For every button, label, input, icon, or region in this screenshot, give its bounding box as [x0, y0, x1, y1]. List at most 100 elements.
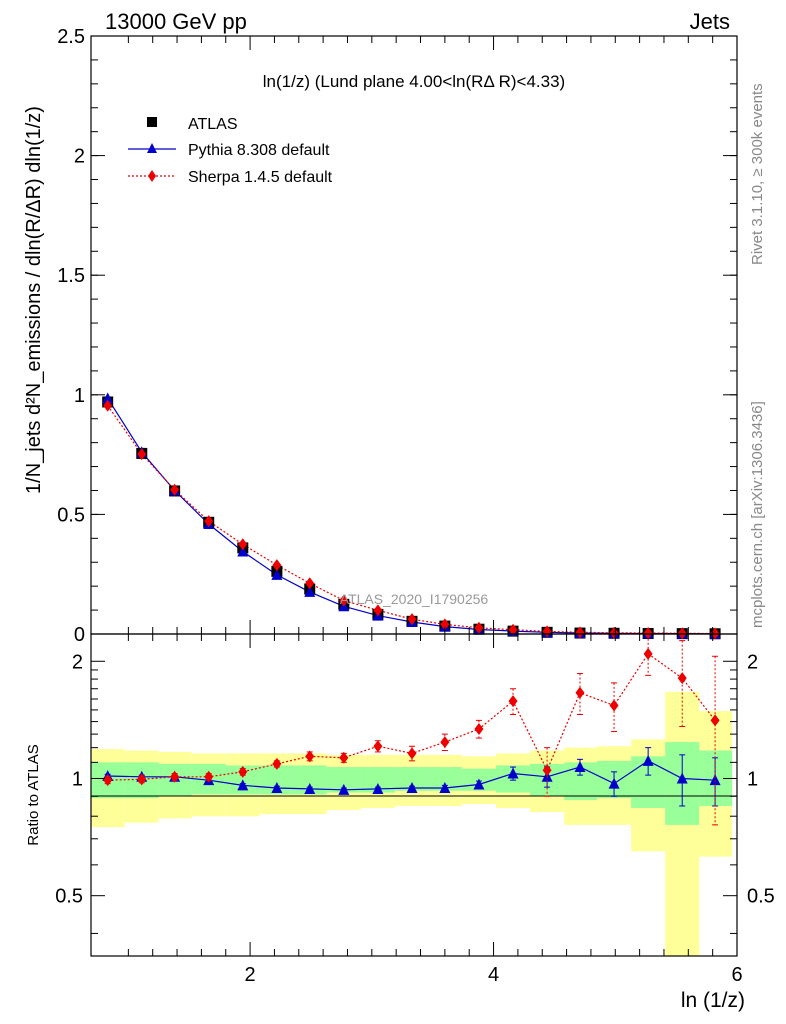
ratio-x-tick-label: 4 [488, 964, 499, 986]
legend-item-sherpa: Sherpa 1.4.5 default [128, 169, 333, 186]
main-point-sherpa [677, 627, 687, 640]
main-point-sherpa [137, 448, 147, 461]
main-point-sherpa [339, 594, 349, 607]
main-panel: 0 0.5 1 1.5 2 2.5 ln(1/z) (Lund plane 4.00<ln… [23, 26, 738, 646]
header-right: Jets [690, 9, 730, 34]
main-y-tick-label: 2 [74, 146, 85, 168]
ratio-point-pythia [304, 782, 316, 794]
ratio-point-pythia [574, 761, 586, 773]
ratio-point-sherpa [339, 751, 349, 764]
ratio-point-pythia [406, 782, 418, 794]
ratio-point-pythia [439, 782, 451, 794]
ratio-point-pythia [237, 779, 249, 791]
ratio-x-tick-label: 2 [245, 964, 256, 986]
ratio-y-tick-label-right: 1 [747, 768, 758, 790]
main-y-tick-label: 0 [74, 624, 85, 646]
legend-atlas-marker [147, 117, 157, 127]
ratio-point-sherpa [643, 647, 653, 660]
legend: ATLAS Pythia 8.308 default Sherpa 1.4.5 … [128, 116, 333, 186]
ratio-point-pythia [709, 774, 721, 786]
ratio-y-tick-label-right: 0.5 [747, 886, 775, 908]
main-point-pythia [237, 545, 249, 557]
rivet-label: Rivet 3.1.10, ≥ 300k events [749, 83, 766, 265]
main-point-sherpa [373, 604, 383, 617]
main-series-markers [102, 392, 721, 640]
ratio-x-tick-label: 6 [731, 964, 742, 986]
main-point-sherpa [407, 613, 417, 626]
main-point-pythia [304, 585, 316, 597]
main-axes: 0 0.5 1 1.5 2 2.5 [57, 26, 737, 646]
main-title: ln(1/z) (Lund plane 4.00<ln(RΔ R)<4.33) [263, 72, 565, 91]
ratio-point-sherpa [542, 764, 552, 777]
ratio-band-inner [394, 767, 430, 791]
main-point-sherpa [575, 626, 585, 639]
ratio-y-tick-label: 0.5 [55, 886, 83, 908]
x-axis-label: ln (1/z) [681, 989, 745, 1012]
main-point-sherpa [204, 515, 214, 528]
main-point-sherpa [474, 621, 484, 634]
legend-item-atlas: ATLAS [147, 116, 238, 133]
ratio-point-sherpa [305, 750, 315, 763]
ratio-point-sherpa [170, 770, 180, 783]
legend-sherpa-label: Sherpa 1.4.5 default [188, 169, 333, 186]
ratio-ylabel: Ratio to ATLAS [25, 744, 42, 845]
main-y-tick-label: 0.5 [57, 504, 85, 526]
main-point-sherpa [643, 627, 653, 640]
main-point-sherpa [238, 538, 248, 551]
ratio-point-sherpa [373, 740, 383, 753]
ratio-point-sherpa [238, 765, 248, 778]
main-point-pythia [102, 392, 114, 404]
ratio-axes: 0.5 0.5 1 1 2 2 2 4 6 [55, 634, 775, 986]
ratio-point-sherpa [137, 773, 147, 786]
ratio-panel: 0.5 0.5 1 1 2 2 2 4 6 Ratio to ATLAS ln (1/z) [25, 633, 775, 1012]
ratio-point-pythia [676, 772, 688, 784]
main-point-sherpa [272, 559, 282, 572]
ratio-y-tick-label-right: 2 [747, 651, 758, 673]
legend-item-pythia: Pythia 8.308 default [128, 142, 330, 159]
ratio-point-sherpa [575, 686, 585, 699]
ratio-point-sherpa [407, 747, 417, 760]
legend-sherpa-marker [148, 170, 156, 182]
ratio-point-pythia [608, 777, 620, 789]
ratio-point-sherpa [474, 722, 484, 735]
ratio-point-sherpa [677, 672, 687, 685]
ratio-point-pythia [372, 782, 384, 794]
ratio-point-pythia [642, 754, 654, 766]
main-point-sherpa [103, 399, 113, 412]
main-ylabel-text: 1/N_jets d²N_emissions / dln(R/ΔR) dln(1… [23, 106, 45, 494]
ratio-point-pythia [271, 782, 283, 794]
ratio-point-sherpa [103, 774, 113, 787]
header-left: 13000 GeV pp [105, 9, 247, 34]
main-y-tick-label: 2.5 [57, 26, 85, 48]
legend-atlas-label: ATLAS [188, 116, 238, 133]
ratio-series-markers [102, 634, 721, 826]
main-point-sherpa [305, 577, 315, 590]
ratio-point-sherpa [710, 714, 720, 727]
ratio-uncertainty-bands [91, 691, 733, 956]
ratio-y-tick-label: 2 [72, 651, 83, 673]
ratio-point-sherpa [440, 736, 450, 749]
ratio-point-pythia [507, 767, 519, 779]
ratio-y-tick-label: 1 [72, 768, 83, 790]
main-point-sherpa [440, 618, 450, 631]
main-y-tick-label: 1 [74, 385, 85, 407]
ratio-point-pythia [338, 783, 350, 795]
main-point-sherpa [170, 483, 180, 496]
legend-pythia-marker [147, 143, 157, 153]
ratio-point-pythia [473, 778, 485, 790]
main-ylabel: 1/N_jets d²N_emissions / dln(R/ΔR) dln(1… [23, 106, 45, 494]
ratio-point-sherpa [609, 699, 619, 712]
mcplots-label: mcplots.cern.ch [arXiv:1306.3436] [749, 401, 766, 628]
main-point-sherpa [609, 626, 619, 639]
ratio-point-sherpa [508, 695, 518, 708]
main-y-tick-label: 1.5 [57, 265, 85, 287]
ratio-frame [90, 633, 738, 957]
main-point-pythia [271, 568, 283, 580]
ratio-point-sherpa [204, 770, 214, 783]
ratio-band-inner [429, 767, 462, 791]
watermark: ATLAS_2020_I1790256 [340, 591, 489, 607]
ratio-point-sherpa [272, 757, 282, 770]
legend-pythia-label: Pythia 8.308 default [188, 142, 330, 159]
main-point-sherpa [508, 623, 518, 636]
